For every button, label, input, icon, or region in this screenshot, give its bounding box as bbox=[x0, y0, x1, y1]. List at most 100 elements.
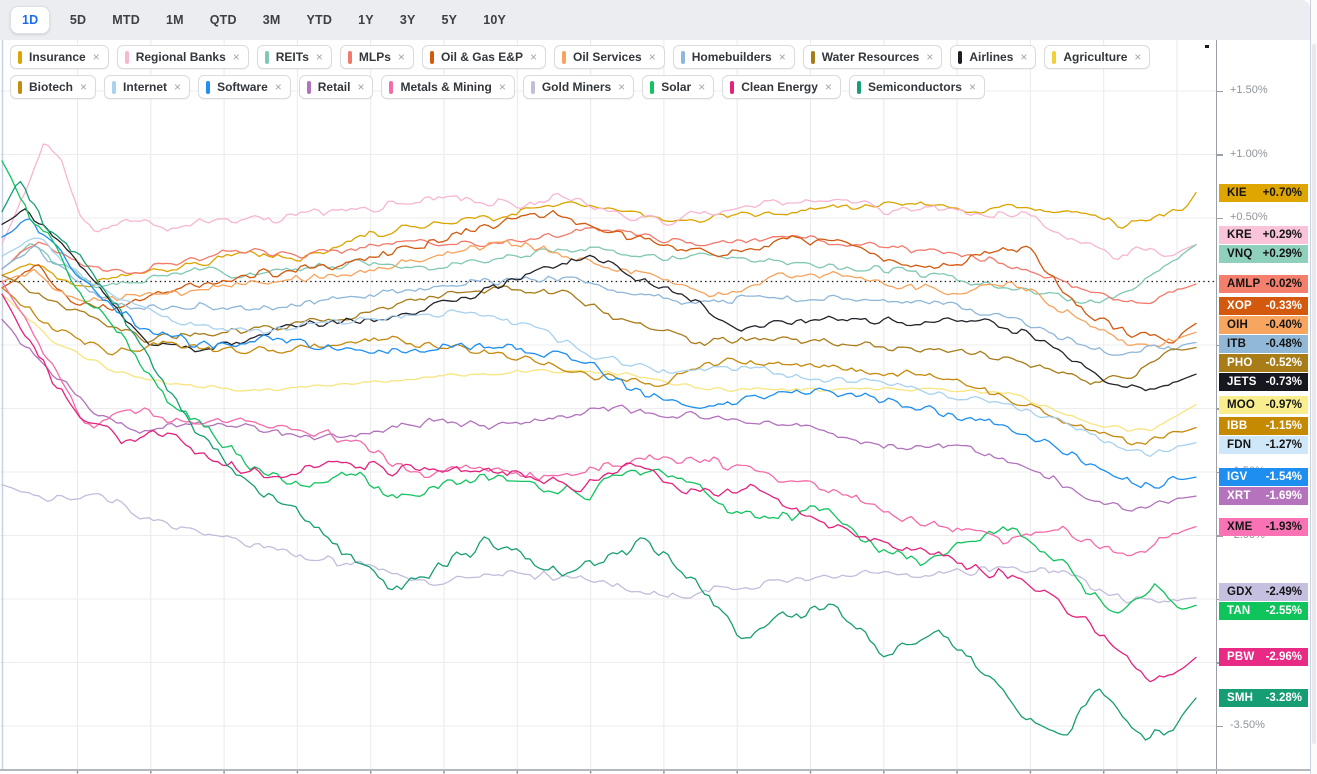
badge-ticker: MOO bbox=[1227, 398, 1256, 411]
scrollbar-thumb[interactable] bbox=[1312, 44, 1316, 744]
chip-close-icon[interactable]: × bbox=[926, 50, 934, 64]
tag-chip-homebuilders[interactable]: Homebuilders × bbox=[672, 45, 795, 69]
series-line-xme[interactable] bbox=[1, 280, 1197, 557]
range-button-ytd[interactable]: YTD bbox=[306, 12, 333, 27]
chip-close-icon[interactable]: × bbox=[232, 50, 240, 64]
chip-close-icon[interactable]: × bbox=[498, 80, 506, 94]
chart-svg[interactable] bbox=[0, 40, 1216, 774]
series-line-moo[interactable] bbox=[1, 293, 1197, 432]
vertical-scrollbar[interactable] bbox=[1310, 0, 1317, 774]
legend-badge-oih[interactable]: OIH -0.40% bbox=[1219, 315, 1308, 334]
tag-chip-retail[interactable]: Retail × bbox=[298, 75, 374, 99]
tag-chip-biotech[interactable]: Biotech × bbox=[10, 75, 97, 99]
series-line-jets[interactable] bbox=[1, 208, 1197, 392]
tag-chip-clean-energy[interactable]: Clean Energy × bbox=[722, 75, 841, 99]
chip-close-icon[interactable]: × bbox=[80, 80, 88, 94]
tag-chip-gold-miners[interactable]: Gold Miners × bbox=[522, 75, 635, 99]
tag-chip-airlines[interactable]: Airlines × bbox=[950, 45, 1037, 69]
legend-badge-jets[interactable]: JETS -0.73% bbox=[1219, 372, 1308, 391]
tag-chip-insurance[interactable]: Insurance × bbox=[10, 45, 109, 69]
tag-chip-mlps[interactable]: MLPs × bbox=[339, 45, 414, 69]
series-line-kie[interactable] bbox=[1, 191, 1197, 288]
chip-color-bar bbox=[810, 50, 815, 64]
tag-chip-software[interactable]: Software × bbox=[198, 75, 291, 99]
chip-close-icon[interactable]: × bbox=[315, 50, 323, 64]
tag-chip-oil-gas-e-p[interactable]: Oil & Gas E&P × bbox=[421, 45, 546, 69]
chip-close-icon[interactable]: × bbox=[824, 80, 832, 94]
chip-color-bar bbox=[347, 50, 352, 64]
range-button-qtd[interactable]: QTD bbox=[209, 12, 237, 27]
badge-ticker: FDN bbox=[1227, 438, 1252, 451]
series-line-pbw[interactable] bbox=[1, 293, 1197, 683]
legend-badge-gdx[interactable]: GDX -2.49% bbox=[1219, 583, 1308, 602]
tag-chip-solar[interactable]: Solar × bbox=[642, 75, 715, 99]
chip-close-icon[interactable]: × bbox=[274, 80, 282, 94]
badge-ticker: TAN bbox=[1227, 605, 1251, 618]
legend-badge-moo[interactable]: MOO -0.97% bbox=[1219, 395, 1308, 414]
chip-close-icon[interactable]: × bbox=[968, 80, 976, 94]
tag-chip-internet[interactable]: Internet × bbox=[104, 75, 191, 99]
chip-close-icon[interactable]: × bbox=[618, 80, 626, 94]
chip-close-icon[interactable]: × bbox=[648, 50, 656, 64]
chip-close-icon[interactable]: × bbox=[174, 80, 182, 94]
series-line-amlp[interactable] bbox=[1, 226, 1197, 305]
legend-badge-vnq[interactable]: VNQ +0.29% bbox=[1219, 245, 1308, 264]
chip-close-icon[interactable]: × bbox=[1134, 50, 1142, 64]
legend-badge-xop[interactable]: XOP -0.33% bbox=[1219, 296, 1308, 315]
series-line-gdx[interactable] bbox=[1, 484, 1197, 604]
chip-close-icon[interactable]: × bbox=[357, 80, 365, 94]
legend-badge-xme[interactable]: XME -1.93% bbox=[1219, 517, 1308, 536]
tag-chip-reits[interactable]: REITs × bbox=[256, 45, 332, 69]
chip-close-icon[interactable]: × bbox=[778, 50, 786, 64]
chip-close-icon[interactable]: × bbox=[1020, 50, 1028, 64]
legend-badge-pho[interactable]: PHO -0.52% bbox=[1219, 353, 1308, 372]
legend-badge-kie[interactable]: KIE +0.70% bbox=[1219, 183, 1308, 202]
legend-badge-xrt[interactable]: XRT -1.69% bbox=[1219, 487, 1308, 506]
range-button-3y[interactable]: 3Y bbox=[399, 12, 416, 27]
legend-badge-fdn[interactable]: FDN -1.27% bbox=[1219, 435, 1308, 454]
series-line-oih[interactable] bbox=[1, 240, 1197, 348]
range-button-1d[interactable]: 1D bbox=[10, 5, 51, 35]
series-line-tan[interactable] bbox=[1, 160, 1197, 614]
range-button-5y[interactable]: 5Y bbox=[441, 12, 458, 27]
tag-chip-metals-mining[interactable]: Metals & Mining × bbox=[381, 75, 515, 99]
legend-badge-itb[interactable]: ITB -0.48% bbox=[1219, 334, 1308, 353]
legend-badge-smh[interactable]: SMH -3.28% bbox=[1219, 689, 1308, 708]
legend-badge-pbw[interactable]: PBW -2.96% bbox=[1219, 648, 1308, 667]
tag-chip-oil-services[interactable]: Oil Services × bbox=[553, 45, 665, 69]
chip-close-icon[interactable]: × bbox=[529, 50, 537, 64]
legend-badge-tan[interactable]: TAN -2.55% bbox=[1219, 602, 1308, 621]
range-button-1y[interactable]: 1Y bbox=[358, 12, 374, 27]
series-line-fdn[interactable] bbox=[1, 237, 1197, 458]
series-line-xop[interactable] bbox=[1, 209, 1197, 344]
tag-chip-semiconductors[interactable]: Semiconductors × bbox=[848, 75, 985, 99]
tag-chip-regional-banks[interactable]: Regional Banks × bbox=[116, 45, 249, 69]
series-line-igv[interactable] bbox=[1, 218, 1197, 489]
legend-badge-amlp[interactable]: AMLP -0.02% bbox=[1219, 275, 1308, 294]
series-line-kre[interactable] bbox=[1, 143, 1197, 261]
tag-chip-water-resources[interactable]: Water Resources × bbox=[802, 45, 943, 69]
range-button-3m[interactable]: 3M bbox=[262, 12, 281, 27]
series-line-smh[interactable] bbox=[1, 180, 1197, 741]
chip-label: Homebuilders bbox=[691, 50, 772, 64]
chip-close-icon[interactable]: × bbox=[698, 80, 706, 94]
badge-change: -0.73% bbox=[1265, 375, 1302, 388]
legend-badge-igv[interactable]: IGV -1.54% bbox=[1219, 468, 1308, 487]
badge-change: -3.28% bbox=[1265, 692, 1302, 705]
series-line-pho[interactable] bbox=[1, 274, 1197, 386]
range-button-10y[interactable]: 10Y bbox=[483, 12, 507, 27]
chip-color-bar bbox=[856, 80, 861, 94]
badge-change: -2.55% bbox=[1265, 605, 1302, 618]
badge-change: -0.48% bbox=[1265, 337, 1302, 350]
legend-badge-ibb[interactable]: IBB -1.15% bbox=[1219, 416, 1308, 435]
chip-close-icon[interactable]: × bbox=[92, 50, 100, 64]
range-button-5d[interactable]: 5D bbox=[69, 12, 87, 27]
legend-badge-kre[interactable]: KRE +0.29% bbox=[1219, 226, 1308, 245]
chip-close-icon[interactable]: × bbox=[397, 50, 405, 64]
range-button-1m[interactable]: 1M bbox=[165, 12, 184, 27]
series-line-itb[interactable] bbox=[1, 245, 1197, 356]
series-line-vnq[interactable] bbox=[1, 243, 1197, 304]
series-line-ibb[interactable] bbox=[1, 287, 1197, 446]
range-button-mtd[interactable]: MTD bbox=[112, 12, 140, 27]
tag-chip-agriculture[interactable]: Agriculture × bbox=[1044, 45, 1151, 69]
